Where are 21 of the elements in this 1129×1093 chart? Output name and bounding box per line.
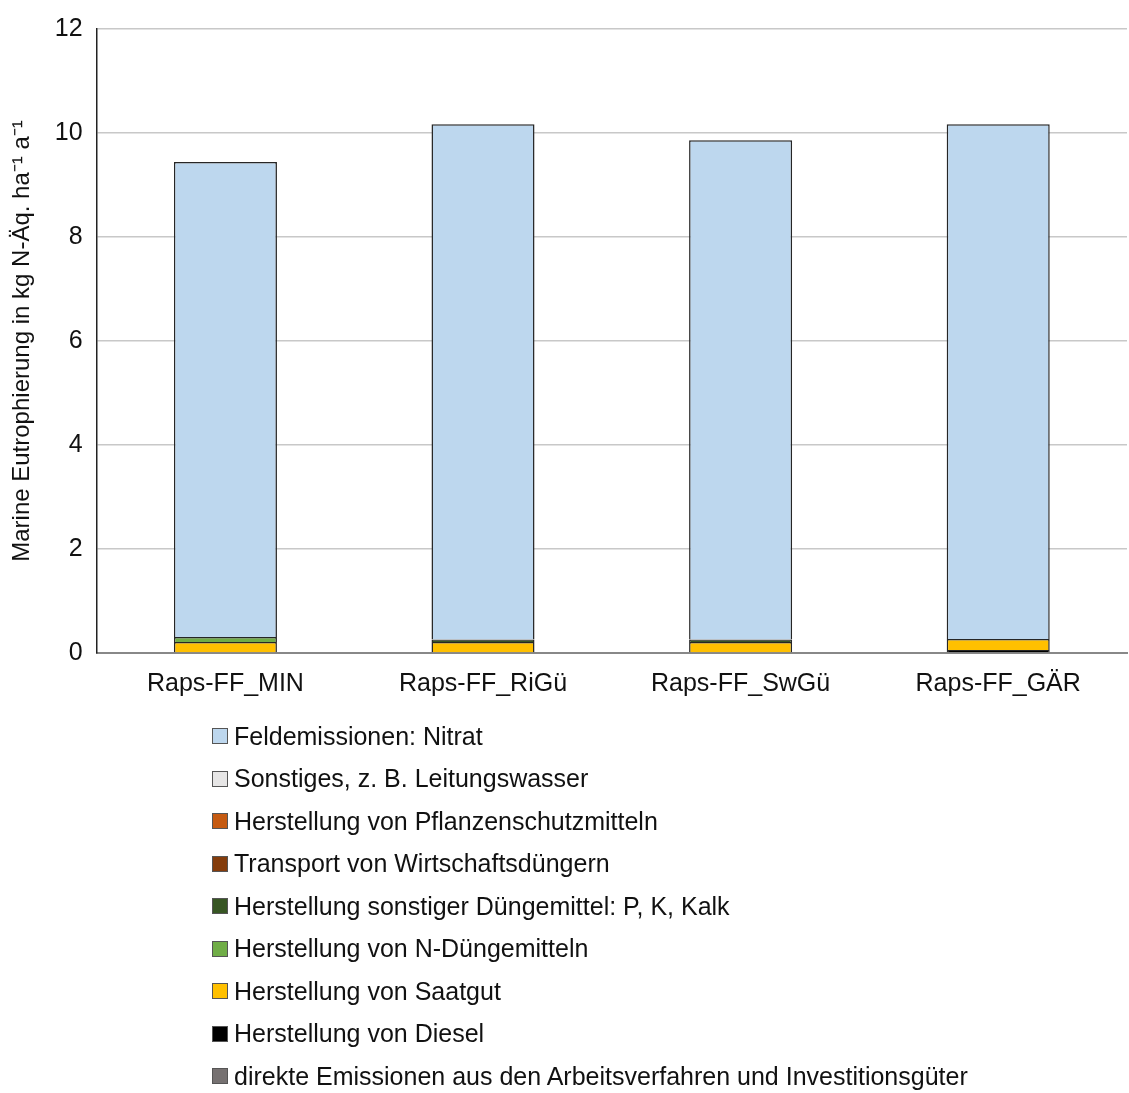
legend-label: Herstellung sonstiger Düngemittel: P, K, Kalk bbox=[234, 891, 730, 921]
legend-label: Herstellung von Pflanzenschutzmitteln bbox=[234, 806, 658, 836]
legend-label: Feldemissionen: Nitrat bbox=[234, 721, 483, 751]
x-tick-label: Raps-FF_SwGü bbox=[650, 667, 831, 696]
y-tick-label: 8 bbox=[68, 220, 83, 249]
legend-label: Sonstiges, z. B. Leitungswasser bbox=[234, 764, 589, 794]
y-tick-label: 2 bbox=[68, 532, 83, 561]
legend-label: Herstellung von N-Düngemitteln bbox=[234, 934, 589, 964]
legend-label: Transport von Wirtschaftsdüngern bbox=[234, 849, 610, 879]
y-tick-label: 0 bbox=[68, 636, 83, 665]
y-tick-label: 4 bbox=[68, 428, 83, 457]
y-tick-label: 6 bbox=[68, 324, 83, 353]
x-tick-label: Raps-FF_GÄR bbox=[915, 667, 1081, 696]
x-tick-label: Raps-FF_MIN bbox=[146, 667, 304, 696]
y-axis-title: Marine Eutrophierung in kg N-Äq. ha⁻¹ a⁻¹ bbox=[7, 120, 35, 562]
legend-label: direkte Emissionen aus den Arbeitsverfahren und Investitionsgüter bbox=[234, 1061, 968, 1091]
y-tick-label: 12 bbox=[54, 12, 83, 41]
x-tick-label: Raps-FF_RiGü bbox=[398, 667, 568, 696]
legend-label: Herstellung von Saatgut bbox=[234, 976, 501, 1006]
legend-label: Herstellung von Diesel bbox=[234, 1019, 485, 1049]
y-tick-label: 10 bbox=[54, 116, 83, 145]
